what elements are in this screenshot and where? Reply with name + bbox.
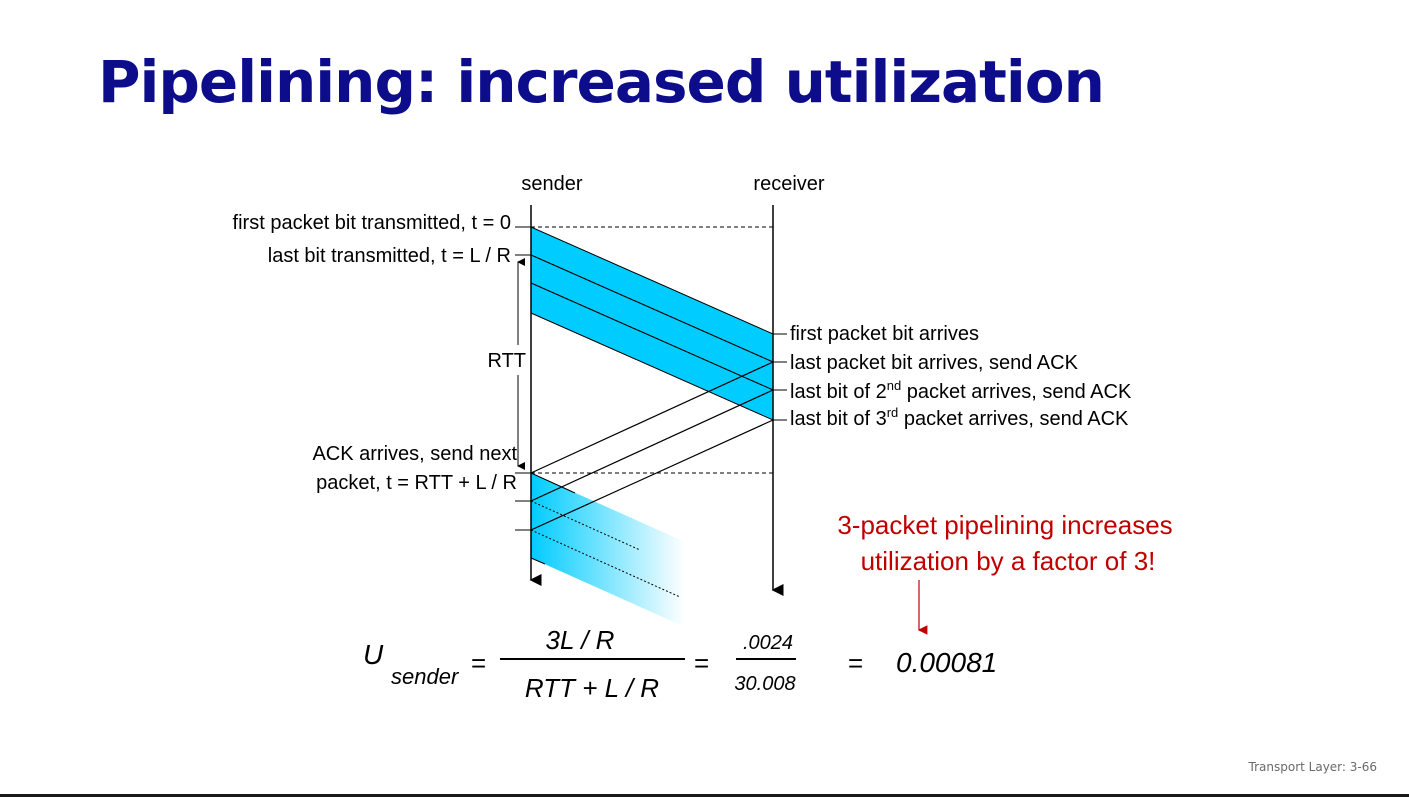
receiver-label: receiver [753,173,824,195]
callout-line1: 3-packet pipelining increases [837,510,1172,540]
tick-marks [515,226,787,531]
formula-equals-2: = [694,648,709,678]
slide-footer: Transport Layer: 3-66 [1248,760,1377,774]
sender-label: sender [521,173,582,195]
next-packet-3-band [531,530,685,627]
first-bit-arrives-label: first packet bit arrives [790,323,979,345]
formula-numerator-value: .0024 [743,632,793,654]
formula-equals-3: = [848,648,863,678]
last-bit-arrives-label: last packet bit arrives, send ACK [790,352,1079,374]
formula-u: U [363,639,384,670]
utilization-formula: U sender = 3L / R RTT + L / R = .0024 30… [363,625,997,703]
dashed-guides [531,226,773,474]
ack-arrives-label-line2: packet, t = RTT + L / R [316,472,517,494]
next-packet-1-band [531,473,685,570]
slide-title: Pipelining: increased utilization [98,48,1105,116]
ack-lines [530,361,774,531]
formula-result: 0.00081 [896,647,997,678]
formula-numerator: 3L / R [546,625,615,655]
next-packet-2-band [531,501,685,598]
first-bit-transmitted-label: first packet bit transmitted, t = 0 [233,212,511,234]
ack-arrives-label-line1: ACK arrives, send next [312,443,517,465]
formula-u-subscript: sender [391,664,460,689]
next-packet-edges [530,472,681,598]
formula-denominator-value: 30.008 [734,673,795,695]
second-packet-arrives-label: last bit of 2nd packet arrives, send ACK [790,378,1132,403]
formula-denominator: RTT + L / R [525,673,659,703]
rtt-label: RTT [487,350,526,372]
bottom-rule [0,794,1409,797]
last-bit-transmitted-label: last bit transmitted, t = L / R [268,245,511,267]
third-packet-arrives-label: last bit of 3rd packet arrives, send ACK [790,405,1129,430]
formula-equals-1: = [471,648,486,678]
callout-line2: utilization by a factor of 3! [861,546,1156,576]
